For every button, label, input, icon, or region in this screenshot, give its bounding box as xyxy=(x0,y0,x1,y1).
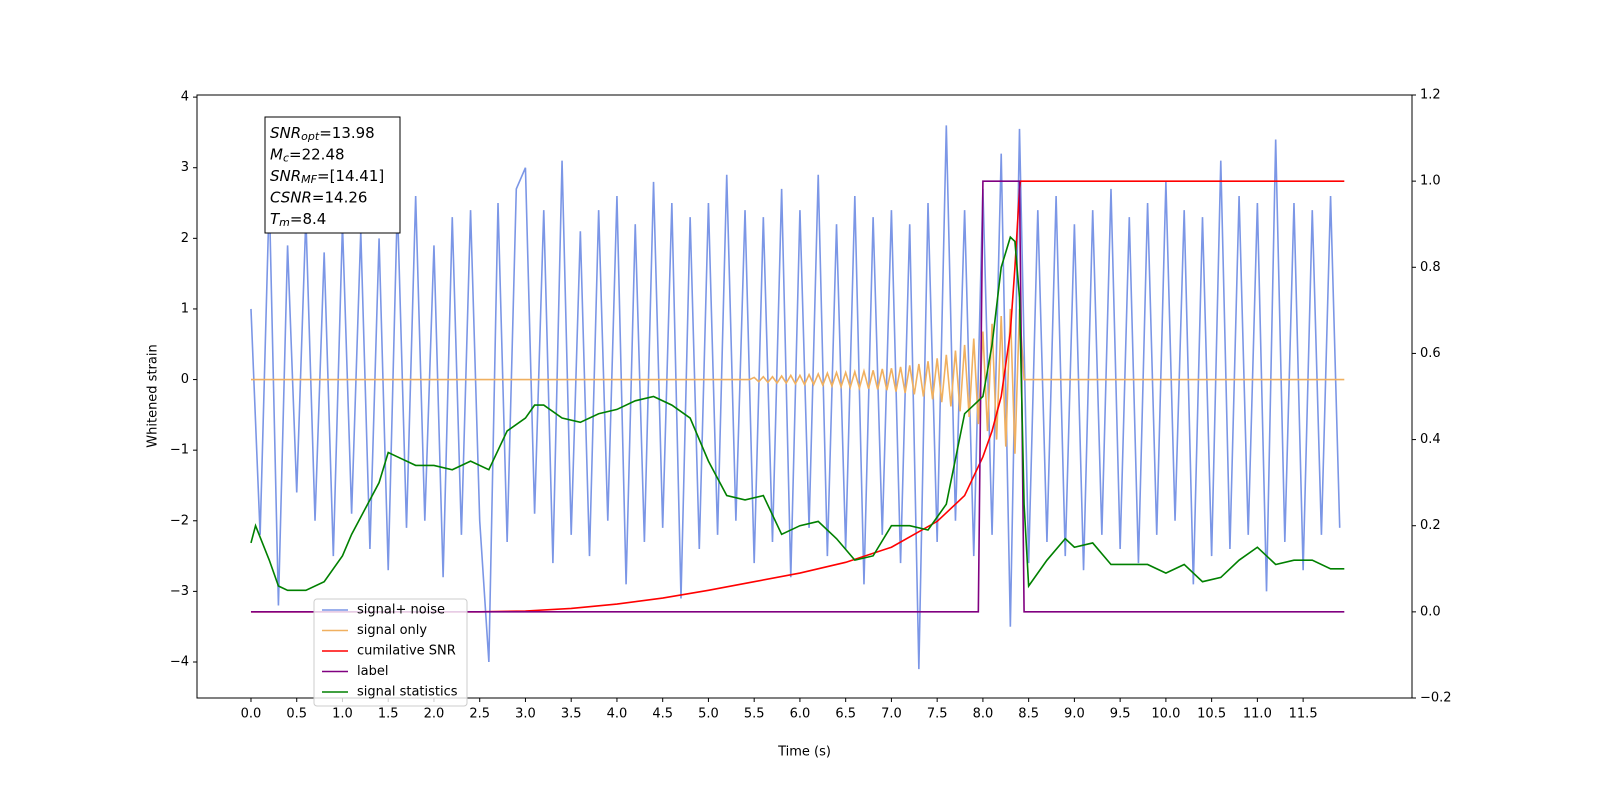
y-tick-label: −4 xyxy=(170,654,189,669)
legend-label: signal+ noise xyxy=(357,603,445,618)
y-tick-label: −2 xyxy=(170,513,189,528)
x-tick-label: 4.0 xyxy=(607,707,628,722)
x-tick-label: 8.0 xyxy=(973,707,994,722)
annotation-text: SNRopt=13.98 xyxy=(270,124,375,144)
x-tick-label: 1.5 xyxy=(378,707,399,722)
x-tick-label: 7.5 xyxy=(927,707,948,722)
annotation-subscript: MF xyxy=(301,173,317,186)
y-axis-label: Whitened strain xyxy=(146,344,161,447)
y-tick-label: 4 xyxy=(181,90,189,105)
y-tick-label: 1 xyxy=(181,301,189,316)
annotation-symbol: SNR xyxy=(270,167,301,185)
series-line xyxy=(250,180,1345,613)
x-tick-label: 0.5 xyxy=(286,707,307,722)
legend-label: label xyxy=(357,664,388,679)
x-tick-label: 1.0 xyxy=(332,707,353,722)
y2-tick-label: 0.8 xyxy=(1420,260,1441,275)
series-line xyxy=(250,125,1341,670)
x-tick-label: 9.5 xyxy=(1110,707,1131,722)
y-tick-label: 3 xyxy=(181,160,189,175)
annotation-subscript: c xyxy=(283,152,289,165)
legend-frame xyxy=(313,598,468,707)
annotation-symbol: CSNR xyxy=(270,188,312,206)
y-tick-label: 0 xyxy=(181,372,189,387)
annotation-symbol: M xyxy=(270,145,283,163)
x-tick-label: 10.5 xyxy=(1197,707,1226,722)
annotation-symbol: T xyxy=(270,210,281,228)
x-tick-label: 0.0 xyxy=(241,707,262,722)
annotation-value: =22.48 xyxy=(289,145,345,163)
x-tick-label: 8.5 xyxy=(1018,707,1039,722)
y-tick-label: 2 xyxy=(181,231,189,246)
plot-frame xyxy=(196,94,1413,699)
x-tick-label: 3.5 xyxy=(561,707,582,722)
y2-tick-label: 1.0 xyxy=(1420,174,1441,189)
x-axis-label: Time (s) xyxy=(777,745,831,760)
x-tick-label: 2.0 xyxy=(424,707,445,722)
legend: signal+ noise signal only cumilative SNR la… xyxy=(313,598,468,707)
series-line xyxy=(250,235,1345,592)
x-tick-label: 5.0 xyxy=(698,707,719,722)
annotation-subscript: m xyxy=(279,216,290,229)
x-tick-label: 6.5 xyxy=(835,707,856,722)
x-tick-label: 6.0 xyxy=(790,707,811,722)
x-tick-label: 10.0 xyxy=(1151,707,1180,722)
legend-label: signal only xyxy=(357,623,427,638)
legend-label: signal statistics xyxy=(357,685,458,700)
legend-label: cumilative SNR xyxy=(357,644,456,659)
annotation-text: Tm=8.4 xyxy=(270,210,326,230)
annotation-value: =8.4 xyxy=(290,210,326,228)
x-tick-label: 5.5 xyxy=(744,707,765,722)
x-tick-label: 4.5 xyxy=(652,707,673,722)
annotation-value: =14.26 xyxy=(312,188,368,206)
annotation-frame xyxy=(264,116,401,234)
y-tick-label: −3 xyxy=(170,584,189,599)
annotation-subscript: opt xyxy=(301,130,320,143)
annotation-value: =[14.41] xyxy=(317,167,384,185)
y2-tick-label: 0.2 xyxy=(1420,518,1441,533)
x-tick-label: 9.0 xyxy=(1064,707,1085,722)
y-tick-label: −1 xyxy=(170,443,189,458)
annotation-value: =13.98 xyxy=(319,124,375,142)
x-tick-label: 11.5 xyxy=(1289,707,1318,722)
y2-tick-label: 0.0 xyxy=(1420,604,1441,619)
annotation-text: SNRMF=[14.41] xyxy=(270,167,384,187)
x-tick-label: 7.0 xyxy=(881,707,902,722)
y2-tick-label: 0.4 xyxy=(1420,432,1441,447)
x-tick-label: 2.5 xyxy=(469,707,490,722)
annotation-symbol: SNR xyxy=(270,124,301,142)
y2-tick-label: −0.2 xyxy=(1420,691,1452,706)
y2-tick-label: 1.2 xyxy=(1420,88,1441,103)
series-line xyxy=(250,180,1345,613)
x-tick-label: 3.0 xyxy=(515,707,536,722)
annotation-text: Mc=22.48 xyxy=(270,145,345,165)
annotation-box: SNRopt=13.98Mc=22.48SNRMF=[14.41]CSNR=14… xyxy=(264,116,401,234)
y2-tick-label: 0.6 xyxy=(1420,346,1441,361)
annotation-text: CSNR=14.26 xyxy=(270,188,367,206)
x-tick-label: 11.0 xyxy=(1243,707,1272,722)
